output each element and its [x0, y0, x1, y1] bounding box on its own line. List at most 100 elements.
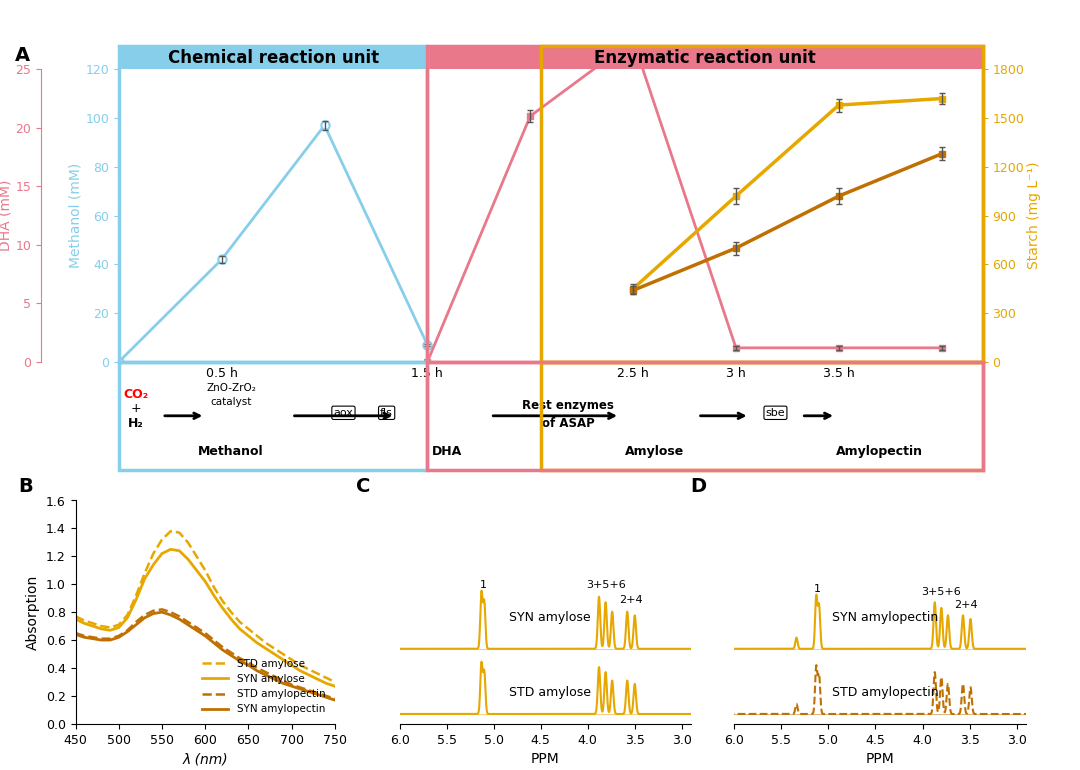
SYN amylopectin: [190, 626, 203, 635]
Text: Amylose: Amylose: [625, 445, 684, 458]
STD amylopectin: [69, 628, 82, 638]
STD amylopectin: [225, 648, 238, 658]
STD amylopectin: [207, 635, 220, 644]
Text: A: A: [15, 46, 30, 65]
SYN amylopectin: [268, 675, 281, 684]
STD amylopectin: [95, 634, 108, 643]
SYN amylose: [190, 566, 203, 575]
Text: Rest enzymes: Rest enzymes: [522, 399, 615, 412]
Bar: [119, 362, 428, 470]
STD amylose: [130, 591, 143, 600]
STD amylose: [86, 619, 99, 628]
STD amylopectin: [268, 671, 281, 681]
SYN amylose: [311, 675, 324, 684]
STD amylose: [104, 623, 117, 632]
Text: 2+4: 2+4: [954, 601, 977, 611]
STD amylose: [302, 665, 315, 674]
SYN amylopectin: [130, 620, 143, 629]
STD amylopectin: [285, 680, 298, 689]
STD amylopectin: [121, 626, 134, 635]
STD amylopectin: [104, 634, 117, 643]
SYN amylose: [251, 638, 264, 648]
X-axis label: λ (nm): λ (nm): [183, 752, 228, 766]
SYN amylose: [268, 649, 281, 658]
SYN amylose: [86, 621, 99, 631]
SYN amylopectin: [311, 690, 324, 699]
Y-axis label: DHA (mM): DHA (mM): [0, 180, 13, 251]
Text: 1: 1: [814, 584, 821, 594]
SYN amylose: [285, 661, 298, 670]
SYN amylopectin: [86, 634, 99, 643]
Text: Enzymatic reaction unit: Enzymatic reaction unit: [594, 49, 816, 66]
SYN amylose: [173, 546, 186, 555]
SYN amylose: [181, 554, 194, 564]
STD amylose: [112, 620, 125, 629]
SYN amylopectin: [276, 678, 289, 688]
SYN amylopectin: [302, 687, 315, 696]
Text: fls: fls: [380, 408, 393, 418]
STD amylose: [199, 566, 212, 575]
Bar: [428, 46, 983, 362]
STD amylose: [320, 673, 333, 682]
SYN amylopectin: [104, 635, 117, 644]
Text: catalyst: catalyst: [211, 397, 252, 407]
STD amylopectin: [199, 628, 212, 638]
SYN amylopectin: [328, 695, 341, 705]
Line: STD amylose: STD amylose: [76, 531, 335, 682]
Line: SYN amylopectin: SYN amylopectin: [76, 612, 335, 700]
SYN amylose: [320, 678, 333, 688]
STD amylose: [147, 549, 160, 558]
SYN amylopectin: [251, 666, 264, 675]
STD amylopectin: [294, 683, 307, 692]
STD amylopectin: [173, 611, 186, 621]
X-axis label: PPM: PPM: [531, 752, 559, 766]
Text: Chemical reaction unit: Chemical reaction unit: [167, 49, 379, 66]
Line: STD amylopectin: STD amylopectin: [76, 609, 335, 698]
STD amylose: [311, 669, 324, 678]
SYN amylopectin: [225, 651, 238, 660]
STD amylopectin: [147, 606, 160, 615]
SYN amylopectin: [173, 614, 186, 624]
STD amylose: [121, 611, 134, 620]
SYN amylopectin: [95, 635, 108, 644]
Text: 3+5+6: 3+5+6: [586, 580, 626, 590]
SYN amylose: [156, 549, 168, 558]
SYN amylopectin: [69, 630, 82, 639]
SYN amylose: [147, 560, 160, 569]
Text: 3+5+6: 3+5+6: [921, 588, 961, 598]
STD amylopectin: [259, 668, 272, 677]
STD amylopectin: [130, 618, 143, 627]
SYN amylopectin: [147, 609, 160, 618]
SYN amylose: [130, 595, 143, 604]
STD amylopectin: [311, 688, 324, 698]
SYN amylopectin: [294, 685, 307, 694]
Text: of ASAP: of ASAP: [542, 417, 594, 430]
Bar: [119, 46, 428, 69]
STD amylopectin: [156, 604, 168, 614]
SYN amylose: [95, 624, 108, 634]
Legend: STD amylose, SYN amylose, STD amylopectin, SYN amylopectin: STD amylose, SYN amylose, STD amylopecti…: [199, 654, 329, 718]
SYN amylopectin: [121, 627, 134, 636]
SYN amylose: [259, 644, 272, 653]
SYN amylose: [233, 624, 246, 634]
STD amylose: [328, 678, 341, 687]
Bar: [119, 46, 428, 362]
Text: aox: aox: [334, 408, 353, 418]
SYN amylopectin: [207, 638, 220, 648]
Text: Methanol: Methanol: [199, 445, 264, 458]
Y-axis label: Starch (mg L⁻¹): Starch (mg L⁻¹): [1027, 162, 1041, 270]
SYN amylopectin: [164, 611, 177, 620]
STD amylose: [164, 527, 177, 536]
SYN amylose: [294, 666, 307, 675]
Line: SYN amylose: SYN amylose: [76, 549, 335, 686]
SYN amylopectin: [259, 671, 272, 680]
Text: 2+4: 2+4: [619, 595, 643, 605]
STD amylopectin: [276, 676, 289, 685]
Text: D: D: [691, 477, 706, 496]
Text: +: +: [131, 402, 141, 415]
STD amylose: [216, 596, 229, 605]
Text: C: C: [356, 477, 370, 496]
SYN amylose: [225, 614, 238, 624]
SYN amylose: [207, 591, 220, 600]
STD amylose: [259, 638, 272, 648]
